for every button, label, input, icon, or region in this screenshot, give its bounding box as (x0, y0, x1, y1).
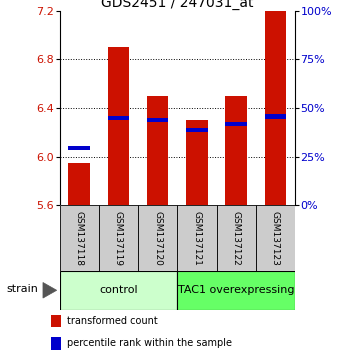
Bar (147, 118, 168, 122)
Bar (108, 47, 129, 205)
Bar (99, 205, 138, 271)
Polygon shape (43, 282, 57, 298)
Bar (69, 163, 90, 205)
Text: GSM137119: GSM137119 (114, 211, 123, 266)
Bar (108, 115, 129, 120)
Text: GSM137120: GSM137120 (153, 211, 162, 266)
Text: GSM137123: GSM137123 (271, 211, 280, 266)
Bar (177, 205, 217, 271)
Bar (60, 271, 177, 310)
Bar (225, 96, 247, 205)
Text: GSM137122: GSM137122 (232, 211, 241, 266)
Text: GSM137118: GSM137118 (75, 211, 84, 266)
Text: control: control (99, 285, 138, 295)
Bar (217, 205, 256, 271)
Bar (60, 205, 99, 271)
Bar (256, 205, 295, 271)
Bar (186, 128, 208, 132)
Text: transformed count: transformed count (67, 316, 158, 326)
Title: GDS2451 / 247031_at: GDS2451 / 247031_at (101, 0, 254, 10)
Bar (186, 120, 208, 205)
Bar (225, 122, 247, 126)
Bar (177, 271, 295, 310)
Text: strain: strain (7, 284, 39, 293)
Text: TAC1 overexpressing: TAC1 overexpressing (178, 285, 294, 295)
Bar (265, 11, 286, 205)
Bar (51, 315, 61, 327)
Bar (138, 205, 177, 271)
Bar (265, 114, 286, 119)
Text: percentile rank within the sample: percentile rank within the sample (67, 338, 232, 348)
Text: GSM137121: GSM137121 (192, 211, 202, 266)
Bar (51, 337, 61, 350)
Bar (69, 146, 90, 150)
Bar (147, 96, 168, 205)
